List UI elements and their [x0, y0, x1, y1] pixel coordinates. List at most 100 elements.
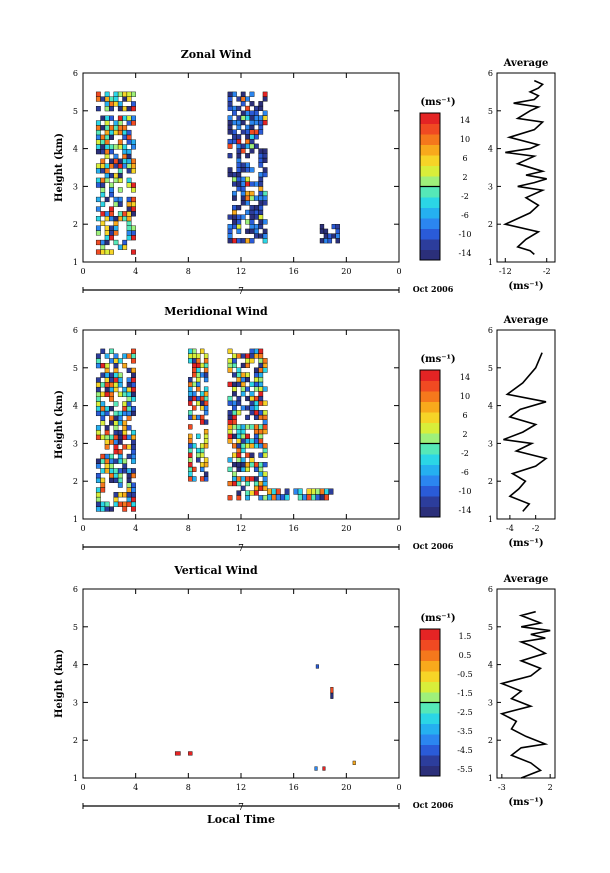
heatmap-cell	[100, 125, 106, 131]
heatmap-cell	[324, 488, 329, 495]
heatmap-cell	[117, 168, 123, 174]
heatmap-cell	[236, 120, 242, 126]
heatmap-cell	[267, 488, 272, 495]
heatmap-cell	[95, 496, 101, 503]
heatmap-cell	[227, 400, 233, 406]
heatmap-cell	[109, 415, 114, 421]
heatmap-cell	[245, 219, 250, 225]
heatmap-cell	[236, 172, 242, 178]
heatmap-cell	[104, 91, 110, 97]
panel-title: Vertical Wind	[173, 564, 258, 577]
heatmap-cell	[262, 233, 268, 239]
heatmap-cell	[100, 139, 106, 145]
heatmap-cell	[113, 153, 119, 160]
colorbar-tick-label: 6	[462, 411, 467, 420]
heatmap-cell	[131, 429, 136, 436]
heatmap-cell	[236, 452, 242, 458]
date-marker: 7	[238, 803, 244, 813]
heatmap-cell	[245, 433, 250, 439]
heatmap-cell	[227, 129, 233, 135]
heatmap-cell	[188, 381, 193, 387]
heatmap-cell	[109, 472, 114, 479]
heatmap-cell	[249, 124, 255, 130]
heatmap-cell	[109, 163, 114, 169]
heatmap-cell	[113, 215, 119, 222]
heatmap-cell	[253, 367, 259, 373]
heatmap-cell	[199, 348, 205, 354]
heatmap-cell	[253, 348, 259, 354]
heatmap-cell	[109, 458, 114, 464]
heatmap-cell	[258, 200, 264, 206]
heatmap-cell	[262, 471, 268, 477]
heatmap-cell	[258, 348, 264, 354]
heatmap-cell	[126, 96, 132, 102]
heatmap-cell	[199, 372, 205, 378]
heatmap-cell	[95, 463, 101, 469]
heatmap-cell	[117, 125, 123, 131]
heatmap-cell	[335, 238, 340, 244]
heatmap-cell	[131, 386, 136, 393]
heatmap-cell	[126, 220, 132, 226]
date-label: Oct 2006	[413, 541, 454, 551]
heatmap-cell	[131, 139, 136, 145]
heatmap-cell	[203, 476, 209, 482]
heatmap-cell	[258, 105, 264, 111]
avg-title: Average	[503, 58, 549, 69]
heatmap-cell	[131, 158, 136, 164]
colorbar-tick-label: -5.5	[457, 765, 472, 774]
heatmap-cell	[192, 367, 197, 373]
colorbar-swatch	[420, 113, 440, 124]
heatmap-cell	[131, 196, 136, 203]
heatmap-cell	[95, 91, 101, 97]
heatmap-cell	[249, 462, 255, 468]
heatmap-cell	[104, 120, 110, 126]
colorbar-swatch	[420, 692, 440, 703]
heatmap-cell	[131, 235, 136, 241]
heatmap-cell	[117, 158, 123, 164]
heatmap-cell	[113, 120, 119, 126]
heatmap-cell	[262, 190, 268, 197]
heatmap-cell	[262, 424, 268, 430]
heatmap-cell	[249, 381, 255, 387]
heatmap-cell	[236, 238, 242, 244]
heatmap-cell	[253, 490, 259, 496]
heatmap-cell	[188, 395, 193, 402]
heatmap-cell	[236, 443, 242, 449]
heatmap-cell	[245, 495, 250, 501]
y-tick-label: 5	[73, 623, 78, 632]
heatmap-cell	[249, 353, 255, 359]
y-tick-label: 1	[73, 258, 78, 267]
colorbar-tick-label: 1.5	[459, 632, 472, 641]
heatmap-cell	[323, 233, 329, 239]
heatmap-cell	[104, 211, 110, 217]
heatmap-cell	[236, 395, 242, 402]
heatmap-cell	[323, 238, 329, 244]
heatmap-cell	[253, 377, 259, 383]
heatmap-cell	[100, 401, 106, 407]
heatmap-cell	[324, 494, 329, 501]
heatmap-cell	[117, 120, 123, 126]
heatmap-cell	[104, 125, 110, 131]
heatmap-cell	[196, 386, 201, 392]
y-tick-label: 6	[73, 69, 78, 78]
heatmap-cell	[253, 353, 259, 359]
heatmap-cell	[188, 391, 193, 397]
colorbar-tick-label: -0.5	[457, 670, 472, 679]
colorbar-swatch	[420, 765, 440, 777]
heatmap-cell	[253, 433, 259, 439]
heatmap-cell	[232, 223, 237, 230]
heatmap-cell	[113, 125, 119, 131]
heatmap-cell	[253, 466, 259, 472]
heatmap-cell	[236, 381, 242, 387]
heatmap-cell	[236, 181, 242, 187]
heatmap-cell	[249, 190, 255, 197]
heatmap-cell	[104, 96, 110, 102]
colorbar-swatch	[420, 186, 440, 198]
heatmap-cell	[126, 453, 132, 460]
heatmap-cell	[227, 419, 233, 425]
colorbar-swatch	[420, 671, 440, 682]
heatmap-cell	[117, 382, 123, 388]
heatmap-cell	[192, 372, 197, 378]
heatmap-cell	[203, 429, 209, 435]
heatmap-cell	[100, 220, 106, 226]
